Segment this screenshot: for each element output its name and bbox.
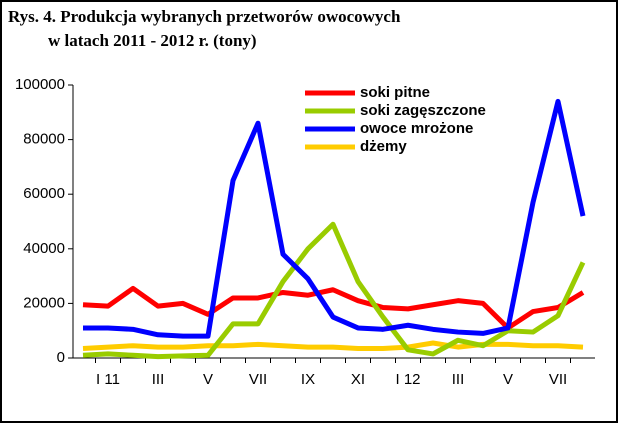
x-tick-label: VII xyxy=(249,371,267,388)
y-tick-label: 40000 xyxy=(23,240,65,257)
y-tick-label: 20000 xyxy=(23,294,65,311)
chart-title-line: w latach 2011 - 2012 r. (tony) xyxy=(48,31,257,50)
x-tick-label: V xyxy=(203,371,213,388)
series-line xyxy=(82,221,586,360)
series-line xyxy=(83,98,586,339)
legend-label: soki pitne xyxy=(360,84,430,101)
legend-label: dżemy xyxy=(360,138,407,155)
series-line xyxy=(82,285,585,331)
x-tick-label: VII xyxy=(549,371,567,388)
x-tick-label: I 12 xyxy=(395,371,420,388)
chart-title-line: Rys. 4. Produkcja wybranych przetworów o… xyxy=(8,7,401,26)
y-tick-label: 80000 xyxy=(23,131,65,148)
legend-label: owoce mrożone xyxy=(360,120,473,137)
series-line xyxy=(82,340,584,351)
x-tick-label: I 11 xyxy=(96,371,120,388)
x-tick-label: III xyxy=(452,371,465,388)
x-tick-label: V xyxy=(503,371,513,388)
x-tick-label: IX xyxy=(301,371,315,388)
legend-label: soki zagęszczone xyxy=(360,102,486,119)
y-tick-label: 60000 xyxy=(23,185,65,202)
y-tick-label: 0 xyxy=(57,349,65,366)
x-tick-label: XI xyxy=(351,371,365,388)
x-tick-label: III xyxy=(152,371,165,388)
y-tick-label: 100000 xyxy=(15,76,65,93)
